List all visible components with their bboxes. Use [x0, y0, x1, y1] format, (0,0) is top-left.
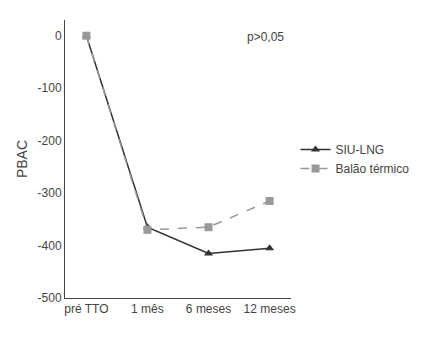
svg-text:Balão térmico: Balão térmico: [336, 162, 410, 176]
svg-text:-300: -300: [38, 186, 62, 200]
svg-text:1 mês: 1 mês: [131, 302, 164, 316]
svg-text:-100: -100: [38, 81, 62, 95]
svg-text:0: 0: [55, 29, 62, 43]
svg-text:-200: -200: [38, 134, 62, 148]
svg-text:p>0,05: p>0,05: [247, 30, 284, 44]
svg-text:-400: -400: [38, 239, 62, 253]
svg-text:SIU-LNG: SIU-LNG: [336, 143, 385, 157]
svg-text:pré TTO: pré TTO: [64, 302, 108, 316]
svg-text:PBAC: PBAC: [14, 140, 30, 178]
svg-text:12 meses: 12 meses: [244, 302, 296, 316]
svg-text:6 meses: 6 meses: [186, 302, 231, 316]
svg-text:-500: -500: [38, 291, 62, 305]
